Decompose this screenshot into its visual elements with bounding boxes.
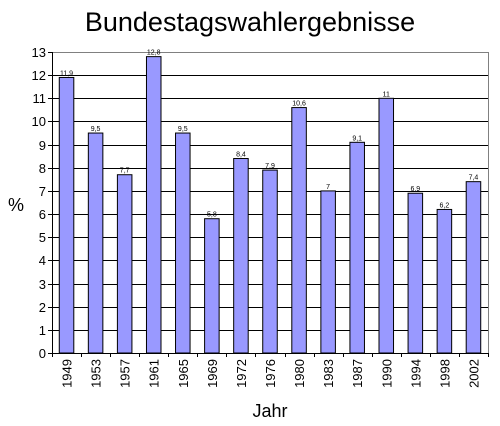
bar [116,174,133,354]
x-tick-label: 1957 [118,359,133,388]
y-tick-label: 9 [39,138,46,153]
x-tick-label: 1969 [205,359,220,388]
y-tick-label: 2 [39,300,46,315]
data-label: 7 [326,184,330,191]
y-tick-label: 1 [39,323,46,338]
bar [320,190,336,354]
plot-area: 01234567891011121311,919499,519537,71957… [32,45,489,388]
x-tick-label: 1990 [379,359,394,388]
x-tick-label: 1980 [292,359,307,388]
x-tick-label: 1972 [234,359,249,388]
bar [58,76,75,354]
data-label: 6,2 [440,202,450,209]
x-tick-label: 1998 [437,359,452,388]
data-label: 10,6 [292,101,306,108]
bar [262,169,278,354]
bar [87,132,104,354]
x-axis-label: Jahr [252,401,287,421]
x-tick-label: 1965 [176,359,191,388]
x-tick-label: 1976 [263,359,278,388]
y-tick-label: 7 [39,184,46,199]
y-tick-label: 0 [39,346,46,361]
data-label: 12,8 [147,50,161,57]
data-label: 11,9 [60,70,73,77]
bar [378,97,395,354]
data-label: 11 [383,91,390,98]
x-tick-label: 1949 [60,359,75,388]
data-label: 7,4 [469,175,479,182]
data-label: 9,5 [91,126,101,133]
y-tick-label: 6 [39,207,46,222]
bar [349,141,365,354]
bar [291,107,307,354]
data-label: 9,1 [352,135,362,142]
x-tick-label: 1953 [89,359,104,388]
x-tick-label: 1961 [147,359,162,388]
x-tick-label: 1987 [350,359,365,388]
data-label: 8,4 [236,152,246,159]
x-tick-label: 2002 [466,359,481,388]
data-label: 6,9 [410,186,420,193]
data-label: 9,5 [178,126,188,133]
y-tick-label: 8 [39,161,46,176]
y-tick-label: 11 [33,91,47,106]
chart-title: Bundestagswahlergebnisse [85,7,415,37]
bar [175,132,191,354]
y-tick-label: 5 [39,230,46,245]
bar [233,158,249,354]
bar [465,181,482,354]
bar [407,192,424,354]
y-tick-label: 10 [32,114,46,129]
y-tick-label: 13 [32,45,46,60]
data-label: 7,7 [120,168,130,175]
y-tick-label: 4 [39,253,46,268]
data-label: 5,8 [207,212,217,219]
x-tick-label: 1994 [408,359,423,388]
bar [436,208,453,354]
y-tick-label: 3 [39,277,46,292]
bar [145,56,162,354]
bar [204,218,220,354]
y-axis-label: % [8,195,24,215]
x-tick-label: 1983 [321,359,336,388]
y-tick-label: 12 [32,68,46,83]
data-label: 7,9 [265,163,275,170]
